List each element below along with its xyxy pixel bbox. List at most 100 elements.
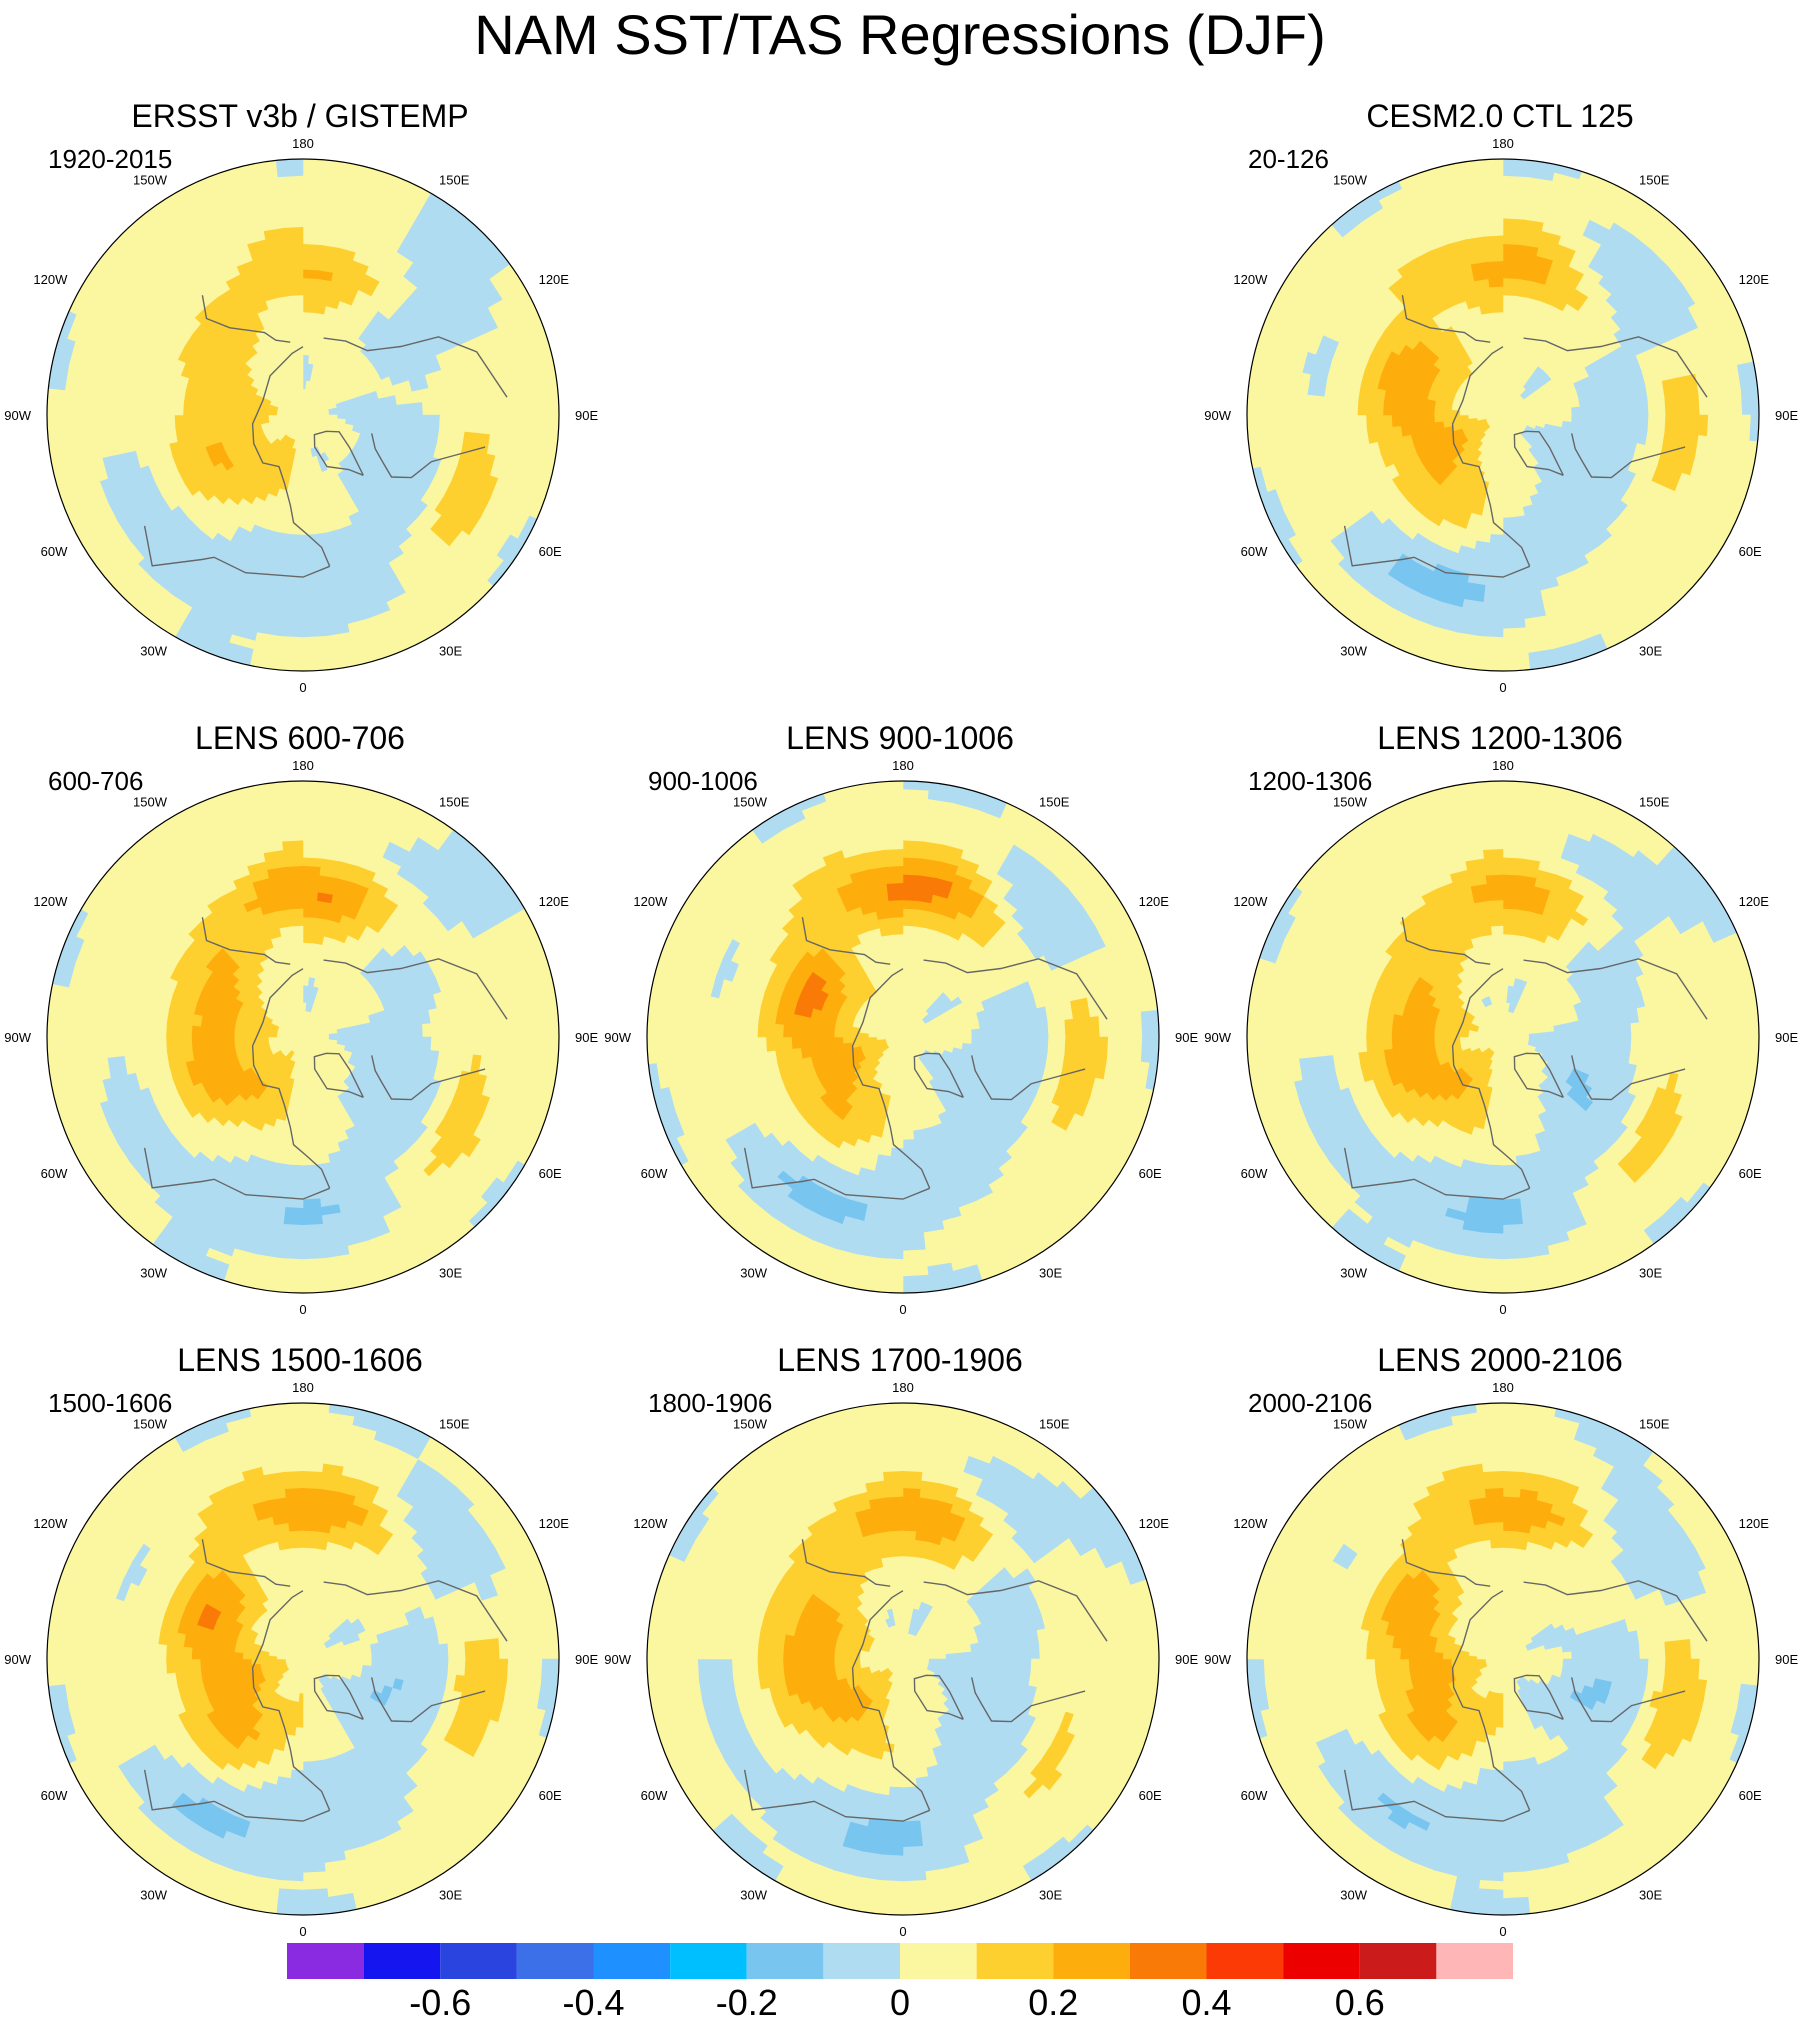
longitude-label: 0 — [899, 1924, 906, 1939]
longitude-label: 120W — [633, 894, 668, 909]
map-boundary — [646, 1402, 1160, 1916]
longitude-label: 90E — [1175, 1652, 1198, 1667]
longitude-label: 90E — [575, 1652, 598, 1667]
longitude-label: 60E — [539, 1788, 562, 1803]
panel-period: 1200-1306 — [1248, 766, 1373, 796]
longitude-label: 60W — [1241, 544, 1268, 559]
longitude-label: 30W — [740, 1266, 767, 1281]
colorbar-bin — [1283, 1943, 1360, 1979]
panel-period: 1920-2015 — [48, 144, 173, 174]
longitude-label: 90W — [604, 1030, 631, 1045]
longitude-label: 90E — [1775, 1652, 1798, 1667]
coastlines — [143, 1539, 508, 1822]
longitude-label: 60E — [1139, 1788, 1162, 1803]
map-panel-ctl: CESM2.0 CTL 125 20-126 180 150E 120E 90E 60E 30… — [1200, 90, 1800, 710]
longitude-label: 30E — [439, 644, 462, 659]
longitude-label: 30W — [1340, 1888, 1367, 1903]
longitude-label: 150E — [1639, 1416, 1670, 1431]
panel-title: LENS 900-1006 — [786, 720, 1014, 756]
panel-period: 900-1006 — [648, 766, 758, 796]
map-boundary — [46, 158, 560, 672]
colorbar-tick-label: 0 — [889, 1982, 911, 2023]
longitude-label: 30E — [1639, 1888, 1662, 1903]
panel-title: LENS 1200-1306 — [1377, 720, 1623, 756]
longitude-label: 90W — [4, 1652, 31, 1667]
colorbar-tick-label: 0.4 — [1181, 1982, 1232, 2023]
longitude-label: 30E — [439, 1266, 462, 1281]
longitude-label: 60W — [641, 1788, 668, 1803]
regression-field — [1247, 781, 1759, 1293]
longitude-label: 120E — [539, 272, 570, 287]
longitude-label: 120E — [1739, 272, 1770, 287]
colorbar-bin — [287, 1943, 364, 1979]
longitude-label: 60E — [1739, 1788, 1762, 1803]
longitude-label: 180 — [892, 758, 914, 773]
longitude-label: 90E — [575, 408, 598, 423]
polar-map: 180 150E 120E 90E 60E 30E 0 30W 60W 90W 120W 150W — [4, 758, 598, 1317]
longitude-label: 180 — [1492, 758, 1514, 773]
longitude-label: 180 — [892, 1380, 914, 1395]
longitude-label: 90E — [1775, 408, 1798, 423]
colorbar-bin — [1436, 1943, 1513, 1979]
longitude-label: 30E — [1039, 1888, 1062, 1903]
map-panel-l900: LENS 900-1006 900-1006 180 150E 120E 90E 60E 30… — [600, 712, 1200, 1332]
panel-title: LENS 1700-1906 — [777, 1342, 1023, 1378]
longitude-label: 150W — [133, 1416, 168, 1431]
longitude-label: 0 — [299, 1302, 306, 1317]
regression-field — [1247, 1403, 1759, 1915]
longitude-label: 120W — [33, 894, 68, 909]
panel-period: 20-126 — [1248, 144, 1329, 174]
colorbar-tick-label: -0.4 — [562, 1982, 625, 2023]
longitude-label: 150W — [133, 794, 168, 809]
colorbar-bin — [976, 1943, 1054, 1979]
colorbar-bin — [746, 1943, 824, 1979]
longitude-label: 180 — [292, 758, 314, 773]
longitude-label: 150E — [1639, 794, 1670, 809]
longitude-label: 60W — [41, 544, 68, 559]
panel-title: ERSST v3b / GISTEMP — [131, 98, 469, 134]
longitude-label: 30W — [140, 1266, 167, 1281]
longitude-label: 180 — [292, 1380, 314, 1395]
longitude-label: 60W — [41, 1788, 68, 1803]
longitude-label: 150W — [1333, 172, 1368, 187]
longitude-label: 90W — [4, 408, 31, 423]
longitude-label: 150W — [1333, 794, 1368, 809]
map-boundary — [646, 780, 1160, 1294]
longitude-label: 30E — [1639, 1266, 1662, 1281]
polar-map: 180 150E 120E 90E 60E 30E 0 30W 60W 90W 120W 150W — [604, 758, 1198, 1317]
colorbar-tick-label: -0.6 — [409, 1982, 472, 2023]
map-panel-l1500: LENS 1500-1606 1500-1606 180 150E 120E 90E 60E… — [0, 1334, 600, 1954]
longitude-label: 0 — [1499, 1302, 1506, 1317]
longitude-label: 60E — [1739, 1166, 1762, 1181]
panel-period: 1800-1906 — [648, 1388, 773, 1418]
colorbar-bin — [363, 1943, 441, 1979]
longitude-label: 120E — [539, 1516, 570, 1531]
longitude-label: 120W — [33, 272, 68, 287]
longitude-label: 150W — [733, 1416, 768, 1431]
colorbar-tick-label: 0.2 — [1028, 1982, 1079, 2023]
longitude-label: 120E — [1739, 894, 1770, 909]
longitude-label: 30E — [1639, 644, 1662, 659]
colorbar-bin — [1129, 1943, 1207, 1979]
map-boundary — [46, 1402, 560, 1916]
regression-field — [647, 781, 1159, 1293]
longitude-label: 120W — [33, 1516, 68, 1531]
longitude-label: 90W — [1204, 1030, 1231, 1045]
longitude-label: 150W — [1333, 1416, 1368, 1431]
longitude-label: 30E — [1039, 1266, 1062, 1281]
regression-field — [47, 159, 559, 671]
longitude-label: 90W — [1204, 1652, 1231, 1667]
colorbar-bin — [516, 1943, 594, 1979]
colorbar-bin — [823, 1943, 901, 1979]
polar-map: 180 150E 120E 90E 60E 30E 0 30W 60W 90W 120W 150W — [4, 1380, 598, 1939]
regression-field — [647, 1403, 1159, 1915]
panel-title: LENS 2000-2106 — [1377, 1342, 1623, 1378]
longitude-label: 30W — [140, 1888, 167, 1903]
map-panel-l1700: LENS 1700-1906 1800-1906 180 150E 120E 90E 60E… — [600, 1334, 1200, 1954]
longitude-label: 60W — [1241, 1788, 1268, 1803]
longitude-label: 150E — [439, 172, 470, 187]
map-boundary — [1246, 780, 1760, 1294]
colorbar-bin — [900, 1943, 977, 1979]
polar-map: 180 150E 120E 90E 60E 30E 0 30W 60W 90W 120W 150W — [1204, 758, 1798, 1317]
panel-title: LENS 600-706 — [195, 720, 405, 756]
